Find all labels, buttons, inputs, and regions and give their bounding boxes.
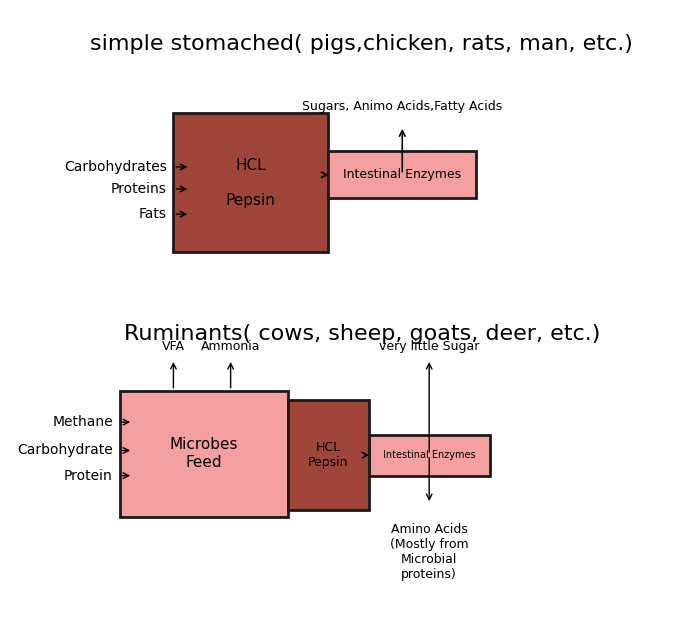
Text: Carbohydrate: Carbohydrate <box>17 444 113 457</box>
Text: Proteins: Proteins <box>111 182 166 196</box>
Text: Sugars, Animo Acids,Fatty Acids: Sugars, Animo Acids,Fatty Acids <box>302 100 503 113</box>
Text: HCL
Pepsin: HCL Pepsin <box>308 441 349 469</box>
Text: Fats: Fats <box>138 207 166 221</box>
Text: Ruminants( cows, sheep, goats, deer, etc.): Ruminants( cows, sheep, goats, deer, etc… <box>124 324 600 344</box>
Text: Methane: Methane <box>52 415 113 429</box>
Text: Amino Acids
(Mostly from
Microbial
proteins): Amino Acids (Mostly from Microbial prote… <box>390 523 468 581</box>
FancyBboxPatch shape <box>120 391 288 517</box>
Text: Ammonia: Ammonia <box>201 340 260 353</box>
Text: Intestinal Enzymes: Intestinal Enzymes <box>343 168 461 181</box>
FancyBboxPatch shape <box>329 151 476 198</box>
Text: Protein: Protein <box>64 469 113 483</box>
FancyBboxPatch shape <box>173 113 329 252</box>
FancyBboxPatch shape <box>368 435 490 476</box>
Text: Microbes
Feed: Microbes Feed <box>169 437 238 470</box>
FancyBboxPatch shape <box>288 400 368 510</box>
Text: simple stomached( pigs,chicken, rats, man, etc.): simple stomached( pigs,chicken, rats, ma… <box>90 34 633 54</box>
Text: HCL

Pepsin: HCL Pepsin <box>226 158 275 208</box>
Text: VFA: VFA <box>162 340 185 353</box>
Text: Intestinal Enzymes: Intestinal Enzymes <box>383 450 475 460</box>
Text: Carbohydrates: Carbohydrates <box>64 160 166 174</box>
Text: very little Sugar: very little Sugar <box>379 340 480 353</box>
